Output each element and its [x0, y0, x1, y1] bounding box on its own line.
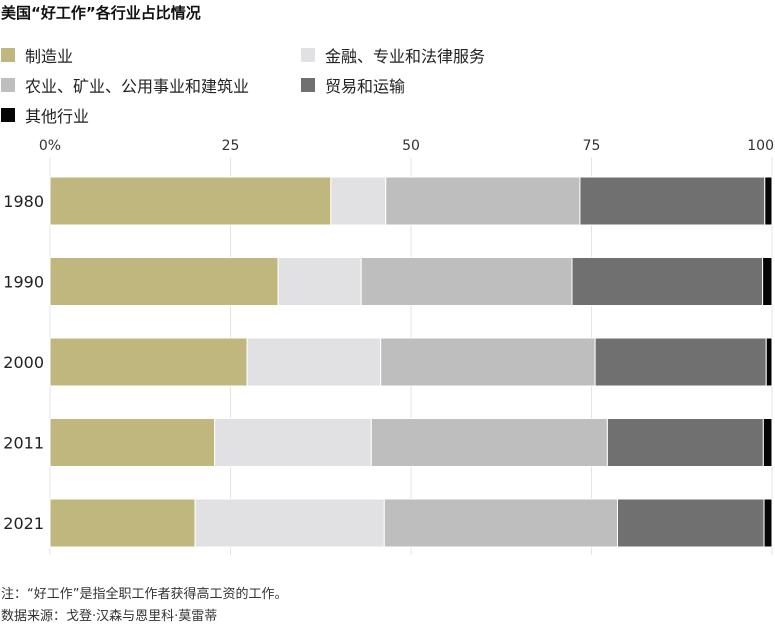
x-tick-label-25: 25 — [222, 138, 240, 154]
legend-item-agriculture: 农业、矿业、公用事业和建筑业 — [1, 73, 249, 97]
bar-2000-series-2 — [380, 337, 596, 387]
bar-2021-series-4 — [763, 498, 773, 548]
source-note: 数据来源：戈登·汉森与恩里科·莫雷蒂 — [1, 609, 218, 624]
bar-2021-series-0 — [49, 498, 196, 548]
bar-2021-series-1 — [194, 498, 385, 548]
bar-2000-series-0 — [49, 337, 248, 387]
bar-1990-series-2 — [360, 257, 573, 306]
y-tick-label-2011: 2011 — [3, 434, 44, 453]
legend-swatch-other — [1, 108, 15, 122]
y-tick-label-2021: 2021 — [3, 514, 44, 533]
x-tick-label-0: 0% — [39, 138, 61, 154]
bar-2000-series-3 — [594, 337, 767, 387]
legend-swatch-finance — [301, 48, 315, 62]
legend-label-agriculture: 农业、矿业、公用事业和建筑业 — [25, 77, 250, 96]
bar-1990-series-3 — [571, 257, 764, 306]
y-tick-label-1980: 1980 — [3, 192, 44, 211]
legend-label-other: 其他行业 — [25, 107, 90, 126]
x-tick-label-75: 75 — [583, 138, 601, 154]
bar-1990-series-4 — [762, 257, 773, 306]
stacked-bar-chart: 0% 25 50 75 100 1980 1990 2000 2011 2021 — [3, 138, 774, 555]
legend-label-manufacturing: 制造业 — [25, 47, 74, 66]
legend-item-manufacturing: 制造业 — [1, 43, 73, 67]
legend-label-trade: 贸易和运输 — [325, 77, 406, 96]
bar-1980-series-1 — [330, 176, 387, 226]
footnote: 注：“好工作”是指全职工作者获得高工资的工作。 — [1, 587, 288, 602]
bar-2011-series-2 — [370, 418, 608, 467]
bar-2011-series-1 — [214, 418, 372, 467]
legend-label-finance: 金融、专业和法律服务 — [325, 47, 486, 66]
bar-2011-series-0 — [49, 418, 216, 467]
legend-item-other: 其他行业 — [1, 103, 89, 127]
legend-swatch-manufacturing — [1, 48, 15, 62]
bar-1980-series-3 — [579, 176, 766, 226]
bar-2000-series-4 — [765, 337, 773, 387]
x-tick-label-50: 50 — [402, 138, 420, 154]
bar-1980-series-2 — [385, 176, 581, 226]
y-tick-label-1990: 1990 — [3, 273, 44, 292]
x-tick-label-100: 100 — [747, 138, 774, 154]
bar-1990-series-0 — [49, 257, 279, 306]
legend-item-finance: 金融、专业和法律服务 — [301, 43, 485, 67]
bar-2011-series-3 — [606, 418, 764, 467]
bar-2011-series-4 — [762, 418, 773, 467]
chart-title: 美国“好工作”各行业占比情况 — [1, 4, 201, 22]
bar-1980-series-4 — [764, 176, 773, 226]
legend-swatch-trade — [301, 78, 315, 92]
bar-1980-series-0 — [49, 176, 332, 226]
bar-2021-series-3 — [616, 498, 765, 548]
bar-2021-series-2 — [383, 498, 618, 548]
bar-2000-series-1 — [246, 337, 382, 387]
y-tick-label-2000: 2000 — [3, 353, 44, 372]
legend-swatch-agriculture — [1, 78, 15, 92]
legend-item-trade: 贸易和运输 — [301, 73, 405, 97]
bar-1990-series-1 — [277, 257, 362, 306]
